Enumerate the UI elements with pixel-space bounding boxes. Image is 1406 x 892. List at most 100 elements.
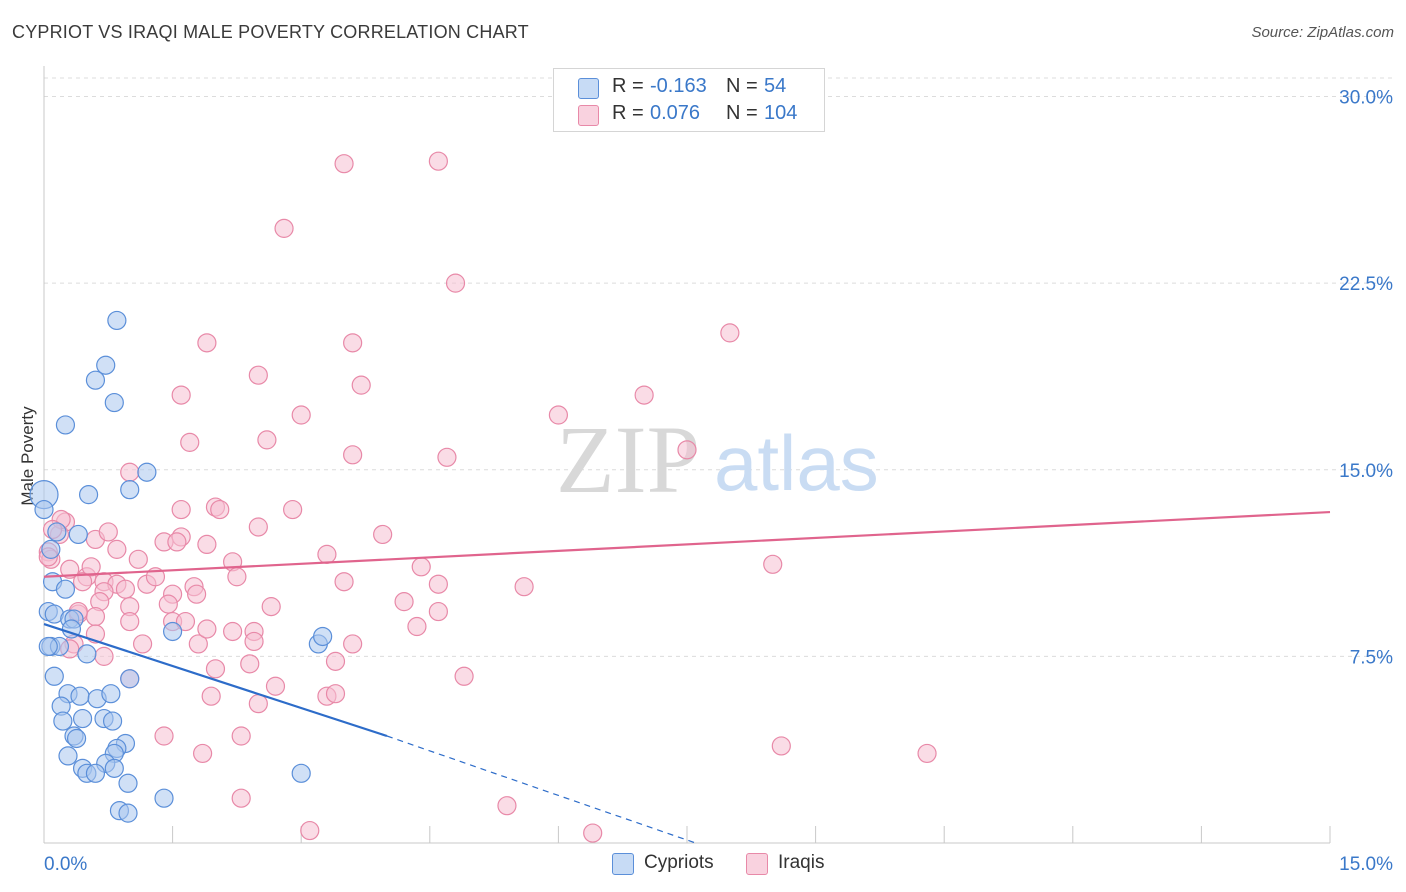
cypriot-point	[77, 644, 97, 664]
iraqi-point	[771, 736, 791, 756]
cypriot-point	[120, 480, 140, 500]
cypriot-point	[47, 522, 67, 542]
y-tick-label: 22.5%	[1339, 274, 1393, 295]
r-value: 0.076	[650, 102, 701, 124]
cypriot-point	[101, 684, 121, 704]
cypriot-point	[118, 803, 138, 823]
iraqis-trend-line	[43, 510, 1331, 578]
iraqi-point	[274, 218, 294, 238]
gridlines	[44, 77, 1392, 657]
iraqi-point	[158, 594, 178, 614]
iraqi-point	[317, 544, 337, 564]
iraqi-point	[60, 559, 80, 579]
iraqi-point	[334, 572, 354, 592]
chart-title: CYPRIOT VS IRAQI MALE POVERTY CORRELATIO…	[12, 22, 529, 42]
cypriot-point	[313, 626, 333, 647]
iraqi-point	[583, 823, 603, 843]
cypriot-point	[291, 763, 311, 783]
iraqi-point	[201, 686, 221, 706]
iraqi-point	[187, 584, 207, 604]
iraqi-point	[445, 273, 466, 293]
iraqi-point	[677, 440, 697, 460]
cypriot-point	[53, 711, 73, 731]
iraqi-point	[343, 634, 363, 654]
iraqi-point	[98, 522, 118, 542]
iraqi-point	[428, 574, 448, 594]
stats-row-cypriots: R = -0.163 N = 54	[554, 74, 824, 100]
iraqis-swatch	[578, 105, 599, 126]
iraqi-point	[394, 592, 414, 612]
cypriot-point	[70, 686, 90, 706]
cypriots-legend-swatch	[612, 853, 634, 875]
y-tick-label: 30.0%	[1339, 88, 1393, 109]
iraqi-point	[248, 365, 268, 385]
iraqi-point	[411, 557, 431, 577]
watermark: ZIP atlas	[556, 406, 879, 513]
iraqi-point	[188, 634, 208, 654]
iraqi-point	[437, 447, 457, 467]
iraqi-point	[334, 154, 354, 174]
cypriot-point	[118, 773, 138, 793]
iraqi-point	[205, 659, 226, 679]
cypriot-point	[85, 370, 106, 390]
iraqi-point	[720, 323, 740, 343]
iraqi-point	[325, 651, 346, 671]
iraqi-point	[300, 820, 320, 841]
iraqi-point	[171, 499, 191, 520]
cypriot-point	[44, 666, 64, 686]
tick-labels: 7.5% 15.0% 22.5% 30.0% 0.0% 15.0%	[44, 88, 1393, 876]
iraqi-point	[373, 524, 393, 545]
iraqi-point	[261, 597, 281, 617]
cypriot-point	[163, 621, 183, 642]
iraqi-point	[132, 634, 153, 654]
stats-row-iraqis: R = 0.076 N = 104	[554, 101, 824, 127]
cypriot-point	[41, 539, 61, 559]
iraqi-point	[85, 606, 106, 627]
iraqi-point	[197, 619, 217, 639]
iraqi-point	[120, 462, 140, 482]
x-tick-label: 0.0%	[44, 854, 87, 875]
iraqi-point	[351, 375, 371, 395]
iraqi-point	[240, 654, 260, 674]
iraqi-point	[115, 579, 136, 599]
cypriot-point	[58, 746, 78, 766]
iraqi-point	[154, 726, 174, 746]
iraqi-point	[171, 385, 191, 405]
iraqi-point	[193, 743, 213, 764]
cypriot-point	[55, 579, 76, 599]
iraqi-point	[197, 534, 217, 555]
cypriots-swatch	[578, 78, 599, 99]
iraqi-point	[231, 726, 251, 746]
cypriot-point	[102, 711, 123, 731]
stats-box: R = -0.163 N = 54 R = 0.076 N = 104	[553, 68, 825, 132]
x-tick-label: 15.0%	[1339, 854, 1393, 875]
iraqi-point	[428, 151, 448, 171]
iraqi-point	[325, 684, 346, 704]
iraqi-point	[72, 572, 93, 592]
iraqis-legend-swatch	[746, 853, 768, 875]
iraqi-point	[128, 549, 148, 569]
cypriots-trend-extension	[386, 735, 696, 844]
watermark-atlas: atlas	[714, 419, 879, 507]
cypriot-point	[72, 708, 93, 729]
y-tick-label: 15.0%	[1339, 461, 1393, 482]
iraqi-point	[634, 385, 654, 405]
cypriot-point	[120, 669, 140, 689]
cypriot-point	[66, 728, 87, 749]
cypriot-point	[78, 485, 99, 505]
iraqi-point	[291, 405, 311, 425]
iraqi-point	[343, 445, 363, 465]
r-label: R =	[612, 75, 644, 97]
iraqi-point	[107, 539, 127, 559]
iraqi-point	[917, 743, 937, 764]
iraqi-point	[343, 333, 363, 353]
n-label: N =	[726, 102, 758, 124]
iraqi-point	[167, 532, 187, 552]
iraqi-point	[283, 499, 303, 520]
iraqi-point	[210, 499, 230, 520]
cypriot-point	[104, 392, 124, 413]
cypriot-point	[154, 788, 174, 808]
iraqi-point	[244, 631, 264, 652]
iraqi-point	[548, 405, 569, 425]
legend-label: Iraqis	[778, 852, 825, 873]
